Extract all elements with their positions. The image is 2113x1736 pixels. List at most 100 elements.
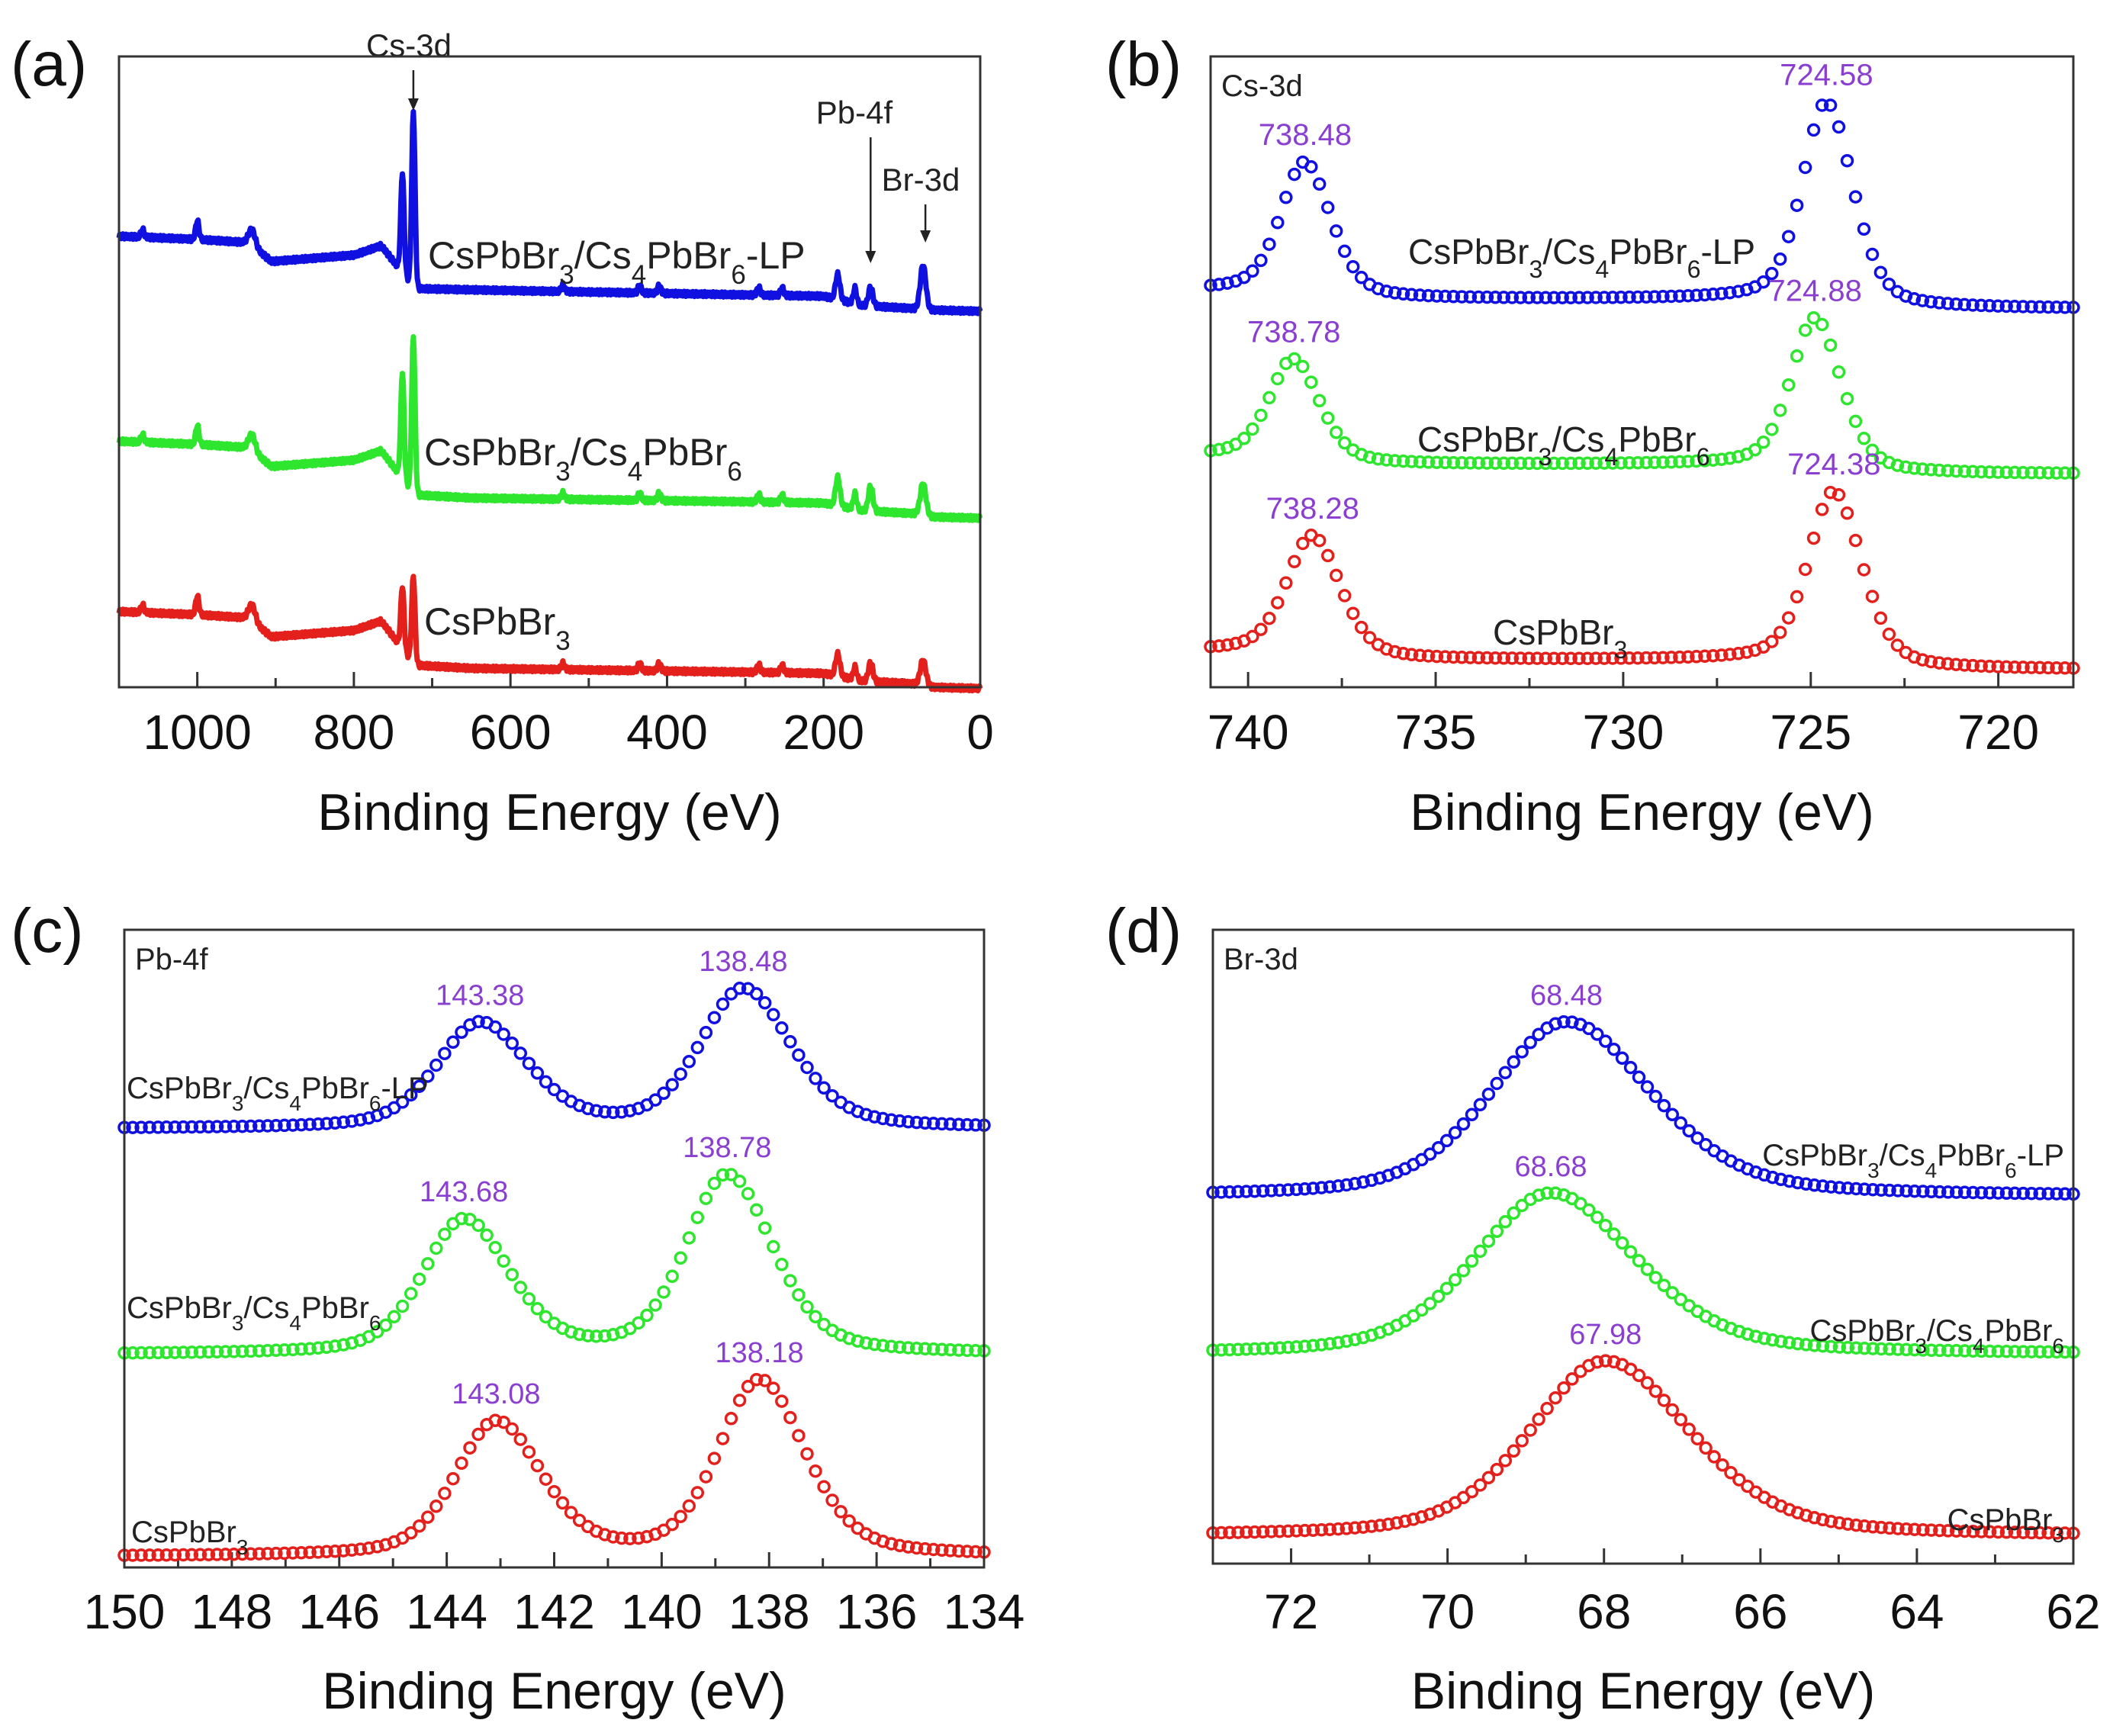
series-label: CsPbBr3/Cs4PbBr6-LP <box>1762 1139 2064 1182</box>
data-point <box>1991 465 2005 479</box>
panel-a-survey: (a) 1000 800 600 400 200 0 Binding Energy (eV) C… <box>11 27 994 841</box>
data-point <box>1549 1017 1562 1031</box>
data-point <box>1665 1403 1680 1417</box>
data-point <box>547 1484 561 1499</box>
data-point <box>1740 645 1754 659</box>
data-point <box>1664 651 1678 664</box>
data-point <box>471 1014 485 1029</box>
data-point <box>168 1345 182 1359</box>
data-point <box>252 1119 266 1133</box>
data-point <box>1312 177 1327 191</box>
data-point <box>1732 1473 1746 1487</box>
series-0: 143.38 138.48 CsPbBr3/Cs4PbBr6-LP <box>117 946 991 1134</box>
data-point <box>227 1345 241 1358</box>
data-point <box>1522 651 1536 665</box>
data-point <box>1214 1525 1228 1540</box>
data-point <box>1555 651 1569 665</box>
data-point <box>1966 298 1980 312</box>
data-point <box>648 1298 662 1312</box>
data-point <box>522 1292 536 1306</box>
data-point <box>2041 1345 2055 1359</box>
data-point <box>1221 638 1234 652</box>
data-point <box>1991 1344 2005 1358</box>
data-point <box>1298 1182 1312 1196</box>
data-point <box>572 1513 587 1528</box>
data-point <box>1640 1262 1655 1276</box>
data-point <box>303 1117 317 1131</box>
data-point <box>1572 651 1586 665</box>
data-point <box>1999 1186 2014 1201</box>
data-point <box>1857 432 1871 445</box>
data-point <box>1256 1525 1270 1539</box>
data-point <box>2058 1526 2072 1540</box>
data-point <box>1807 1511 1822 1525</box>
data-point <box>716 997 730 1011</box>
data-point <box>690 1486 705 1500</box>
data-point <box>1329 224 1343 238</box>
data-point <box>1581 456 1594 471</box>
data-point <box>757 1374 772 1387</box>
data-point <box>1597 651 1611 665</box>
data-point <box>1758 1331 1771 1345</box>
x-tick-label: 68 <box>1577 1584 1631 1639</box>
data-point <box>1515 1198 1529 1213</box>
data-point <box>1354 620 1368 635</box>
data-point <box>884 1537 899 1551</box>
data-point <box>1832 1340 1847 1354</box>
data-point <box>1924 294 1938 309</box>
data-point <box>1699 1441 1713 1455</box>
data-point <box>261 1343 275 1358</box>
data-point <box>1873 265 1888 279</box>
data-point <box>1631 290 1645 304</box>
data-point <box>1706 648 1720 663</box>
data-point <box>724 1412 738 1426</box>
data-point <box>741 1187 755 1201</box>
data-point <box>1690 1131 1704 1145</box>
data-point <box>1540 1186 1554 1200</box>
data-point <box>555 1496 570 1510</box>
data-point <box>1857 222 1871 236</box>
data-point <box>884 1113 899 1127</box>
data-point <box>1915 294 1930 307</box>
data-point <box>1639 651 1653 665</box>
data-point <box>395 1095 410 1109</box>
data-point <box>1304 375 1318 389</box>
data-point <box>539 1472 553 1486</box>
data-point <box>1949 1344 1963 1358</box>
data-point <box>1413 455 1427 469</box>
data-point <box>589 1329 603 1343</box>
data-point <box>320 1545 333 1559</box>
data-point <box>1891 1342 1905 1356</box>
data-point <box>1957 1344 1972 1358</box>
data-point <box>901 1540 915 1554</box>
data-point <box>1564 456 1578 471</box>
data-point <box>1540 1401 1554 1416</box>
x-tick-label: 200 <box>783 705 864 760</box>
data-point <box>1288 555 1301 569</box>
data-point <box>1340 1334 1353 1349</box>
x-tick-label: 140 <box>621 1584 703 1639</box>
data-point <box>261 1547 275 1561</box>
data-point <box>1883 1342 1896 1356</box>
data-point <box>1907 461 1922 475</box>
x-tick-label: 64 <box>1889 1584 1944 1639</box>
data-point <box>1423 1147 1437 1161</box>
panel-label: (c) <box>11 896 84 966</box>
x-axis-title: Binding Energy (eV) <box>322 1662 786 1720</box>
data-point <box>547 1082 561 1097</box>
data-point <box>159 1345 173 1360</box>
data-point <box>1446 455 1461 470</box>
data-point <box>1606 291 1619 304</box>
series-1: 143.68 138.78 CsPbBr3/Cs4PbBr6 <box>117 1132 991 1360</box>
data-point <box>969 1118 983 1132</box>
data-point <box>1674 1413 1688 1426</box>
data-point <box>1323 1180 1337 1194</box>
data-point <box>767 1008 780 1022</box>
data-point <box>1507 1206 1521 1220</box>
data-point <box>143 1548 156 1562</box>
data-point <box>1572 456 1586 471</box>
data-point <box>825 1493 839 1507</box>
data-point <box>176 1120 191 1134</box>
data-point <box>1690 1432 1704 1446</box>
